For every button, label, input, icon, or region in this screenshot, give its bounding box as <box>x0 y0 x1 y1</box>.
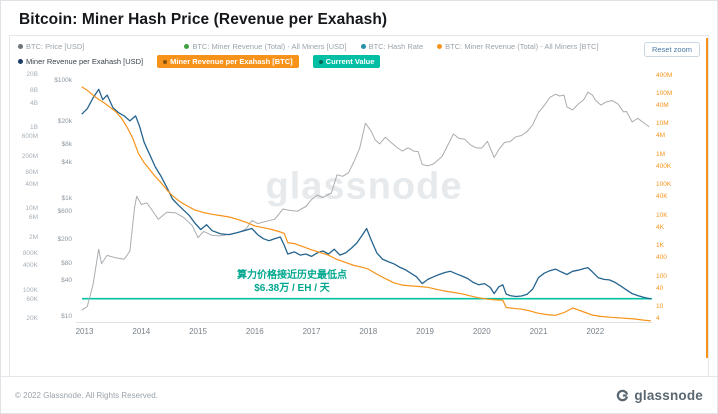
legend-item-miner-revenue-btc[interactable]: BTC: Miner Revenue (Total) - All Miners … <box>437 42 599 51</box>
copyright-text: © 2022 Glassnode. All Rights Reserved. <box>15 390 158 400</box>
series-color-dot <box>18 44 23 49</box>
legend-item-btc-price[interactable]: BTC: Price [USD] <box>18 42 84 51</box>
legend-label: BTC: Hash Rate <box>368 42 424 51</box>
series-color-dot <box>437 44 443 49</box>
axis-tick-label: 40M <box>656 101 669 109</box>
legend-label: BTC: Miner Revenue (Total) - All Miners … <box>192 42 347 51</box>
glassnode-logo-text: glassnode <box>634 387 703 403</box>
reset-zoom-button[interactable]: Reset zoom <box>643 42 700 57</box>
x-tick-label: 2017 <box>302 327 321 336</box>
y-axis-right: 400M 100M 40M 10M 4M 1M 400K 100K 40K 10K 4K 1K 400 1… <box>656 72 700 322</box>
axis-tick-label: 200M <box>21 152 38 160</box>
axis-tick-label: 10K <box>656 211 668 219</box>
x-tick-label: 2021 <box>529 327 548 336</box>
axis-tick-label: 60K <box>26 295 38 303</box>
series-color-dot <box>184 44 190 49</box>
axis-tick-label: 2M <box>28 233 38 241</box>
axis-tick-label: 20K <box>26 314 38 322</box>
axis-tick-label: 4K <box>656 223 664 231</box>
series-color-dot <box>318 59 323 64</box>
axis-tick-label: $200 <box>57 235 72 243</box>
axis-tick-label: 100M <box>656 89 673 97</box>
x-axis: 2013 2014 2015 2016 2017 2018 2019 2020 2021 2022 <box>76 325 652 339</box>
axis-tick-label: $4k <box>61 158 72 166</box>
y-axis-left-outer: 20B 8B 4B 1B 600M 200M 80M 40M 10M 6M 2M 800K 400K 10… <box>12 70 38 322</box>
axis-tick-label: 400 <box>656 253 667 261</box>
axis-tick-label: 40 <box>656 284 664 292</box>
axis-tick-label: $100k <box>54 76 72 84</box>
series-color-dot <box>163 59 168 64</box>
axis-tick-label: 8B <box>30 87 38 95</box>
legend-label: Miner Revenue per Exahash [USD] <box>26 57 144 66</box>
legend-label: BTC: Miner Revenue (Total) - All Miners … <box>445 42 599 51</box>
axis-tick-label: 6M <box>28 214 38 222</box>
axis-tick-label: $600 <box>57 207 72 215</box>
legend-label: BTC: Price [USD] <box>26 42 85 51</box>
axis-tick-label: 800K <box>22 249 38 257</box>
axis-tick-label: 80M <box>25 168 38 176</box>
axis-tick-label: 4 <box>656 314 660 322</box>
axis-tick-label: 1K <box>656 241 664 249</box>
legend-item-miner-revenue-usd[interactable]: BTC: Miner Revenue (Total) - All Miners … <box>184 42 347 51</box>
axis-tick-label: 100 <box>656 272 667 280</box>
legend-row-primary: Miner Revenue per Exahash [USD] Miner Re… <box>10 55 708 68</box>
series-color-dot <box>18 59 23 64</box>
axis-tick-label: 4B <box>30 99 38 107</box>
axis-tick-label: 10 <box>656 302 664 310</box>
y-axis-left-inner: $100k $20k $8k $4k $1k $600 $200 $80 $40 $10 <box>40 72 72 322</box>
axis-tick-label: 100K <box>22 286 38 294</box>
chart-area: 20B 8B 4B 1B 600M 200M 80M 40M 10M 6M 2M 800K 400K 10… <box>10 70 708 348</box>
glassnode-logo-icon <box>617 389 630 401</box>
axis-tick-label: 10M <box>25 205 38 213</box>
axis-tick-label: $1k <box>61 194 72 202</box>
page-title: Bitcoin: Miner Hash Price (Revenue per E… <box>19 11 388 28</box>
axis-tick-label: 10M <box>656 119 669 127</box>
axis-tick-label: 600M <box>21 132 38 140</box>
legend-row-secondary: BTC: Price [USD] BTC: Miner Revenue (Tot… <box>10 42 708 51</box>
axis-tick-label: 100K <box>656 180 672 188</box>
axis-tick-label: 400M <box>656 71 673 79</box>
plot-svg <box>81 86 652 322</box>
series-line-1 <box>81 88 651 300</box>
legend-item-hash-rate[interactable]: BTC: Hash Rate <box>360 42 424 51</box>
axis-tick-label: 40M <box>25 180 38 188</box>
axis-tick-label: 400K <box>22 261 38 269</box>
x-tick-label: 2013 <box>75 327 94 336</box>
axis-tick-label: $40 <box>61 277 72 285</box>
page-footer: © 2022 Glassnode. All Rights Reserved. g… <box>1 376 717 413</box>
page-header: Bitcoin: Miner Hash Price (Revenue per E… <box>1 1 717 35</box>
glassnode-logo[interactable]: glassnode <box>616 388 703 403</box>
axis-tick-label: 4M <box>656 132 666 140</box>
legend-item-hash-price-usd[interactable]: Miner Revenue per Exahash [USD] <box>18 57 143 66</box>
x-tick-label: 2019 <box>416 327 434 336</box>
legend-label: Current Value <box>325 57 375 66</box>
axis-tick-label: 400K <box>656 162 672 170</box>
plot-area[interactable]: glassnode 算力价格接近历史最低点 $6.38万 / EH / 天 <box>76 72 652 323</box>
legend-pill-current-value[interactable]: Current Value <box>312 55 381 68</box>
axis-tick-label: $20k <box>57 117 72 125</box>
axis-tick-label: 1M <box>656 150 666 158</box>
axis-tick-label: 20B <box>26 70 38 78</box>
series-color-dot <box>360 44 366 49</box>
axis-tick-label: $80 <box>61 259 72 267</box>
axis-tick-label: 1B <box>30 123 38 131</box>
x-tick-label: 2018 <box>359 327 378 336</box>
legend-pill-hash-price-btc[interactable]: Miner Revenue per Exahash [BTC] <box>157 55 299 68</box>
series-line-2 <box>81 86 651 322</box>
x-tick-label: 2022 <box>586 327 605 336</box>
x-tick-label: 2020 <box>472 327 491 336</box>
axis-tick-label: 40K <box>656 193 668 201</box>
right-axis-line <box>706 38 708 358</box>
x-tick-label: 2015 <box>189 327 207 336</box>
x-tick-label: 2016 <box>245 327 264 336</box>
series-line-0 <box>81 91 650 311</box>
axis-tick-label: $10 <box>61 312 72 320</box>
axis-tick-label: $8k <box>61 141 72 149</box>
chart-panel: Reset zoom BTC: Price [USD] BTC: Miner R… <box>9 35 709 376</box>
x-tick-label: 2014 <box>132 327 151 336</box>
legend-label: Miner Revenue per Exahash [BTC] <box>170 57 293 66</box>
